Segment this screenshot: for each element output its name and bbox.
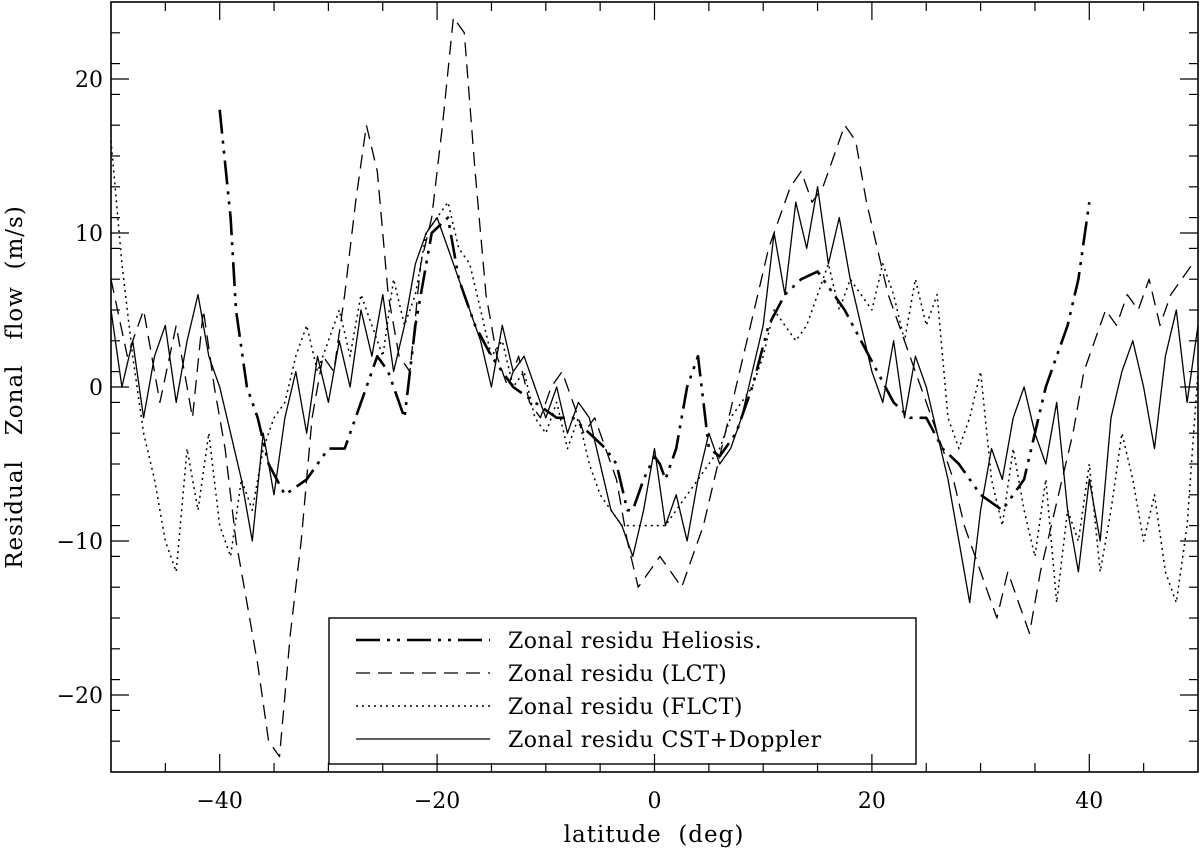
x-tick-label: −40 (196, 789, 242, 814)
x-tick-label: 40 (1075, 789, 1103, 814)
y-tick-label: 20 (75, 68, 103, 93)
legend-label-2: Zonal residu (LCT) (508, 662, 727, 687)
y-axis-title: Residual Zonal flow (m/s) (2, 205, 28, 569)
legend-label-3: Zonal residu (FLCT) (508, 695, 743, 720)
tick-labels-layer: −40 −20 0 20 40 −20 −10 0 10 20 (57, 68, 1104, 814)
x-tick-label: 20 (858, 789, 886, 814)
ticks-layer (111, 2, 1198, 772)
legend-box (328, 617, 917, 765)
series-line-4 (111, 186, 1198, 604)
series-line-2 (111, 16, 1194, 758)
series-layer (111, 16, 1198, 758)
legend-label-1: Zonal residu Heliosis. (508, 629, 762, 654)
legend: Zonal residu Heliosis. Zonal residu (LCT)… (328, 617, 917, 765)
series-line-1 (218, 109, 1091, 512)
y-tick-label: 0 (89, 376, 103, 401)
legend-label-4: Zonal residu CST+Doppler (508, 728, 822, 753)
y-tick-label: −20 (57, 684, 103, 709)
series-line-3 (111, 140, 1198, 604)
x-axis-title: latitude (deg) (564, 822, 745, 848)
y-tick-label: 10 (75, 222, 103, 247)
y-tick-label: −10 (57, 530, 103, 555)
x-tick-label: 0 (648, 789, 662, 814)
x-tick-label: −20 (414, 789, 460, 814)
